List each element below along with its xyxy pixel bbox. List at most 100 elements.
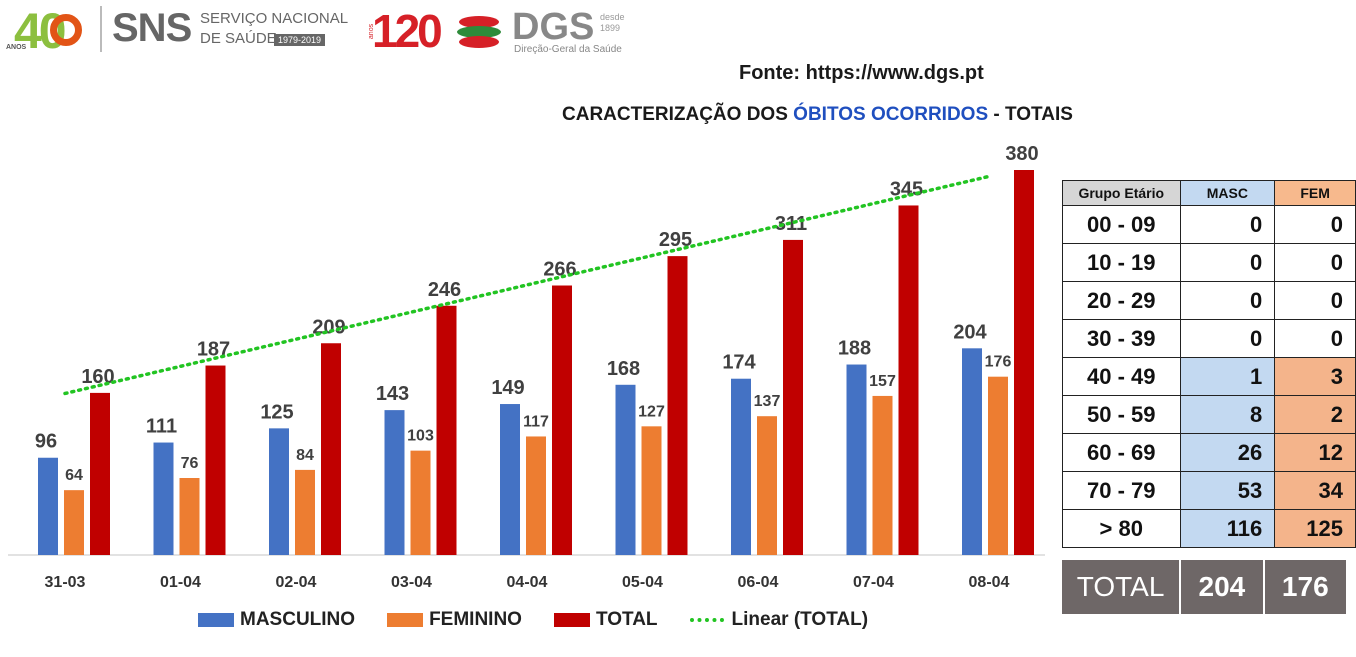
- category-label: 08-04: [969, 574, 1010, 591]
- age-table-row: 40 - 49 1 3: [1062, 357, 1356, 396]
- legend-label-feminino: FEMININO: [429, 609, 522, 630]
- bar-total: [205, 365, 226, 555]
- bar-total: [1014, 170, 1034, 555]
- bar-masculino: [153, 442, 174, 555]
- chart-title-highlight: ÓBITOS OCORRIDOS: [793, 104, 989, 125]
- sns-logo-line1: SERVIÇO NACIONAL: [200, 10, 349, 27]
- data-label-feminino: 84: [296, 447, 314, 464]
- data-label-total: 209: [312, 316, 345, 338]
- age-group-label: 00 - 09: [1062, 205, 1181, 244]
- age-group-label: 50 - 59: [1062, 395, 1181, 434]
- age-masc-value: 1: [1179, 357, 1276, 396]
- age-table-header-group: Grupo Etário: [1062, 180, 1181, 206]
- age-masc-value: 53: [1179, 471, 1276, 510]
- chart-legend: MASCULINO FEMININO TOTAL Linear (TOTAL): [198, 608, 900, 632]
- age-masc-value: 116: [1179, 509, 1276, 548]
- legend-item-total: TOTAL: [553, 609, 658, 631]
- age-fem-value: 34: [1274, 471, 1356, 510]
- age-group-label: 30 - 39: [1062, 319, 1181, 358]
- legend-label-total: TOTAL: [595, 609, 658, 630]
- age-table-row: 20 - 29 0 0: [1062, 281, 1356, 320]
- age-table-body: 00 - 09 0 0 10 - 19 0 0 20 - 29 0 0 30 - 39 0 0 40 -…: [1062, 205, 1356, 548]
- age-group-label: > 80: [1062, 509, 1181, 548]
- age-fem-value: 0: [1274, 205, 1356, 244]
- data-label-feminino: 103: [407, 428, 434, 445]
- data-label-masculino: 188: [838, 338, 871, 360]
- bar-masculino: [269, 428, 289, 555]
- age-group-label: 10 - 19: [1062, 243, 1181, 282]
- dgs-logo-desde: desde 1899: [600, 12, 625, 34]
- age-table-row: 10 - 19 0 0: [1062, 243, 1356, 282]
- bar-total: [321, 343, 341, 555]
- data-label-total: 380: [1005, 143, 1038, 165]
- data-label-masculino: 96: [35, 431, 57, 453]
- chart-title-prefix: CARACTERIZAÇÃO DOS: [562, 104, 794, 125]
- data-label-feminino: 127: [638, 403, 665, 420]
- category-label: 04-04: [507, 574, 548, 591]
- data-label-feminino: 137: [754, 393, 781, 410]
- age-group-label: 20 - 29: [1062, 281, 1181, 320]
- age-fem-value: 125: [1274, 509, 1356, 548]
- age-group-table: Grupo Etário MASC FEM 00 - 09 0 0 10 - 19 0 0…: [1062, 180, 1356, 548]
- data-label-feminino: 157: [869, 373, 896, 390]
- data-label-feminino: 117: [523, 413, 549, 430]
- age-fem-value: 3: [1274, 357, 1356, 396]
- data-label-masculino: 174: [722, 352, 756, 374]
- bar-total: [436, 305, 457, 555]
- age-masc-value: 0: [1179, 205, 1276, 244]
- total-label: TOTAL: [1062, 560, 1182, 614]
- dgs-logo-subtitle: Direção-Geral da Saúde: [514, 44, 622, 55]
- bar-feminino: [295, 469, 315, 555]
- bar-feminino: [641, 426, 662, 555]
- sns-logo-years: 1979-2019: [274, 34, 326, 46]
- bar-feminino: [526, 436, 546, 555]
- legend-item-trendline: Linear (TOTAL): [689, 609, 869, 631]
- bar-feminino: [757, 416, 777, 555]
- source-label: Fonte: https://www.dgs.pt: [739, 62, 984, 84]
- logo-divider: [100, 6, 102, 52]
- age-fem-value: 12: [1274, 433, 1356, 472]
- category-label: 06-04: [738, 574, 779, 591]
- age-table-header-masc: MASC: [1179, 180, 1276, 206]
- data-label-total: 311: [775, 213, 807, 235]
- bar-masculino: [731, 378, 751, 555]
- data-label-feminino: 64: [65, 467, 83, 484]
- bar-feminino: [872, 395, 893, 555]
- logo40-ring: [50, 14, 82, 46]
- logo120-number: 120: [372, 5, 443, 57]
- dgs-desde-year: 1899: [600, 23, 621, 33]
- bar-total: [90, 392, 110, 555]
- age-table-row: 00 - 09 0 0: [1062, 205, 1356, 244]
- legend-label-trendline: Linear (TOTAL): [731, 609, 869, 630]
- total-fem-value: 176: [1264, 560, 1346, 614]
- total-masc-value: 204: [1181, 560, 1265, 614]
- sns-logo-acronym: SNS: [112, 6, 192, 50]
- age-table-row: 70 - 79 53 34: [1062, 471, 1356, 510]
- bar-total: [667, 256, 688, 555]
- age-group-label: 60 - 69: [1062, 433, 1181, 472]
- age-group-label: 40 - 49: [1062, 357, 1181, 396]
- bar-masculino: [384, 410, 405, 555]
- legend-item-masculino: MASCULINO: [198, 609, 355, 631]
- data-label-masculino: 204: [953, 321, 987, 343]
- bar-masculino: [38, 457, 58, 555]
- bar-masculino: [500, 404, 520, 555]
- age-table-row: 60 - 69 26 12: [1062, 433, 1356, 472]
- age-fem-value: 0: [1274, 281, 1356, 320]
- data-label-masculino: 143: [376, 383, 409, 405]
- category-label: 31-03: [45, 574, 86, 591]
- age-table-row: 30 - 39 0 0: [1062, 319, 1356, 358]
- deaths-bar-chart: 966416031-031117618701-041258420902-0414…: [8, 143, 1045, 591]
- dgs-logo-acronym: DGS: [512, 6, 595, 48]
- data-label-masculino: 111: [146, 416, 177, 438]
- legend-item-feminino: FEMININO: [387, 609, 522, 631]
- age-masc-value: 0: [1179, 281, 1276, 320]
- data-label-masculino: 168: [607, 358, 640, 380]
- legend-swatch-trendline: [689, 618, 724, 622]
- category-label: 05-04: [622, 574, 663, 591]
- bar-masculino: [846, 364, 867, 555]
- age-masc-value: 0: [1179, 319, 1276, 358]
- trendline-total: [63, 174, 991, 396]
- data-label-total: 345: [890, 178, 923, 200]
- logo40-small: ANOS: [6, 44, 27, 51]
